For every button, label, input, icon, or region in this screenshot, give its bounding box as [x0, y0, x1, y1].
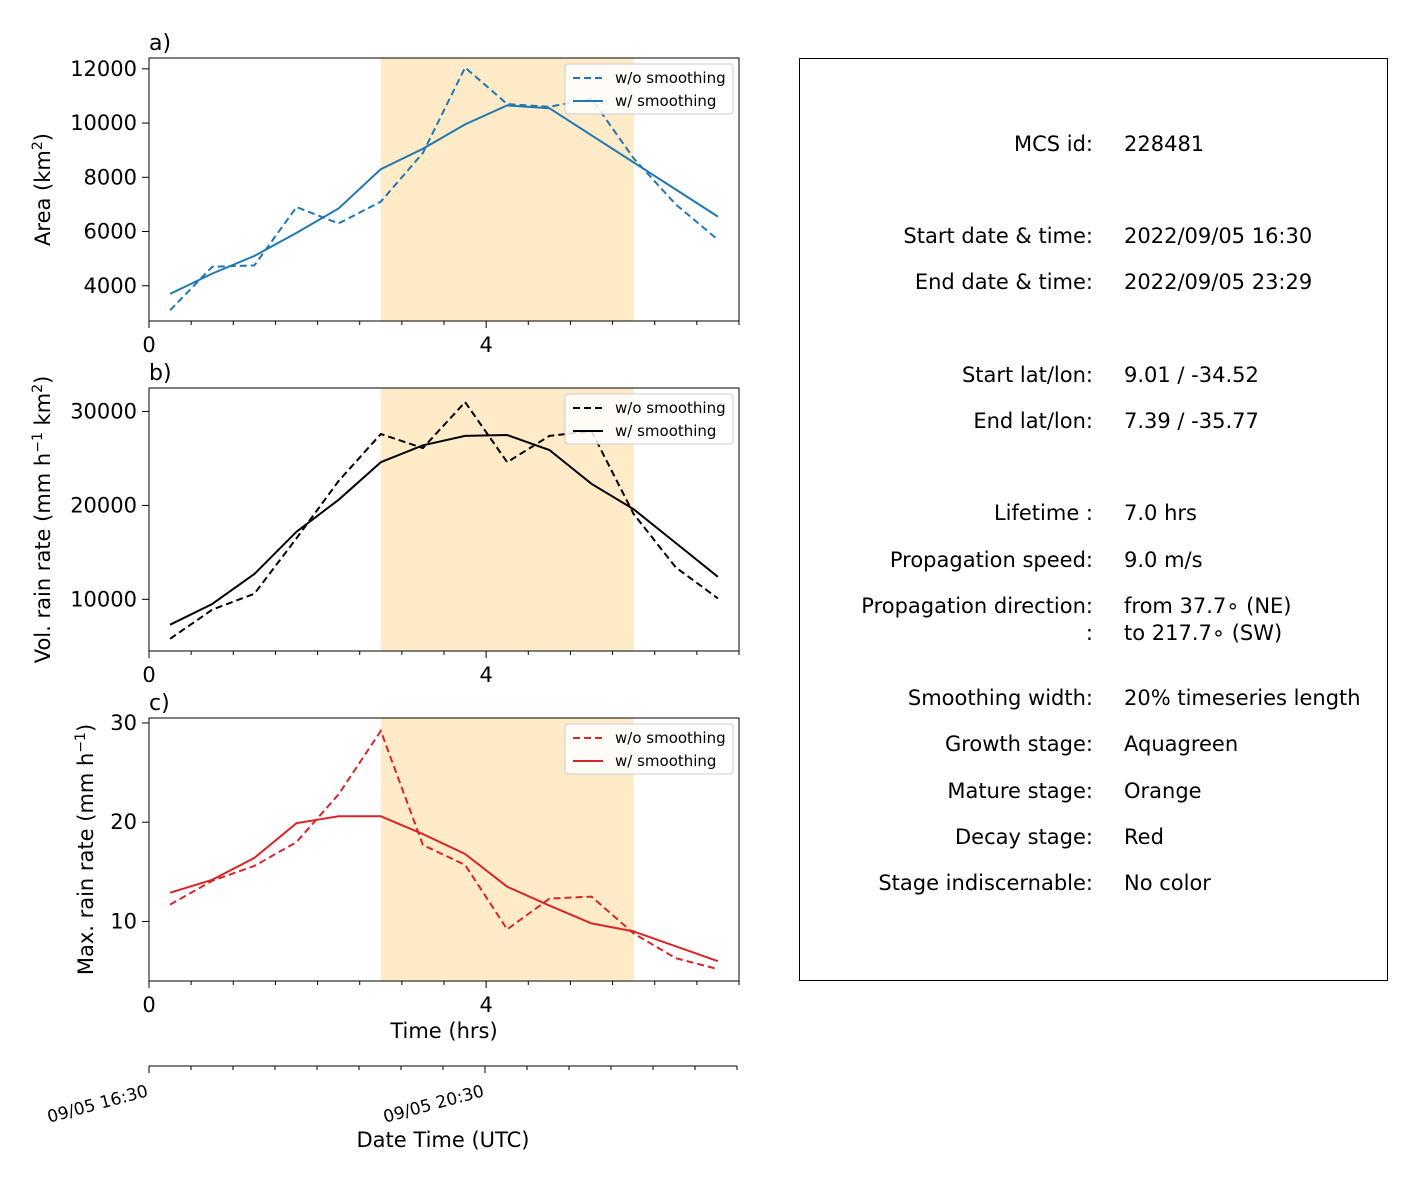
info-value: 9.01 / -34.52 [1124, 363, 1259, 387]
y-axis-label: Area (km2) [30, 133, 55, 246]
series-line-raw [169, 400, 719, 640]
info-value: Orange [1124, 779, 1202, 803]
info-value: 20% timeseries length [1124, 686, 1361, 710]
chart-panel-2: 10000 20000 30000 0 4 b) w/o smoothing w/ smoot… [30, 361, 740, 687]
series-line-raw [169, 65, 719, 311]
legend-box [564, 723, 734, 775]
info-label: Mature stage: [947, 779, 1093, 803]
info-value: to 217.7∘ (SW) [1124, 621, 1283, 645]
series-line-raw [169, 728, 719, 971]
info-value: 2022/09/05 16:30 [1124, 224, 1313, 248]
legend: w/o smoothing w/ smoothing [564, 63, 734, 115]
info-label: End date & time: [914, 270, 1093, 294]
info-label: Propagation speed: [889, 548, 1093, 572]
chart-panel-3: 10 20 30 0 4 c) w/o smoothing w/ smoothing Max. … [73, 691, 740, 1043]
series-line-smoothed [169, 433, 719, 626]
panel-label: c) [149, 691, 170, 716]
legend-box [564, 393, 734, 445]
x-tick-label: 4 [479, 993, 492, 1017]
x-axis-label: Time (hrs) [389, 1019, 497, 1043]
info-label: Decay stage: [955, 825, 1093, 849]
y-tick-label: 4000 [84, 274, 137, 298]
legend-entry: w/ smoothing [615, 92, 716, 110]
x-tick-label: 0 [142, 993, 155, 1017]
legend-entry: w/ smoothing [615, 422, 716, 440]
legend-box [564, 63, 734, 115]
legend: w/o smoothing w/ smoothing [564, 723, 734, 775]
info-value: 7.0 hrs [1124, 501, 1197, 525]
series-line-smoothed [169, 815, 719, 963]
series-line-smoothed [169, 104, 719, 295]
info-label: End lat/lon: [973, 409, 1093, 433]
x-tick-label: 4 [479, 663, 492, 687]
info-label: MCS id: [1013, 132, 1093, 156]
y-tick-label: 30 [110, 711, 137, 735]
date-tick-label: 09/05 16:30 [45, 1082, 150, 1128]
date-tick-label: 09/05 20:30 [381, 1082, 486, 1128]
y-tick-label: 10 [110, 909, 137, 933]
info-panel: MCS id: 228481 Start date & time: 2022/0… [799, 58, 1388, 981]
legend-entry: w/ smoothing [615, 752, 716, 770]
x-tick-label: 4 [479, 333, 492, 357]
y-tick-label: 10000 [70, 587, 137, 611]
x-tick-label: 0 [142, 333, 155, 357]
y-tick-label: 20 [110, 810, 137, 834]
legend: w/o smoothing w/ smoothing [564, 393, 734, 445]
y-tick-label: 8000 [84, 165, 137, 189]
info-value: 9.0 m/s [1124, 548, 1203, 572]
info-label: Start date & time: [903, 224, 1093, 248]
info-label: : [1085, 621, 1093, 645]
legend-entry: w/o smoothing [615, 729, 726, 747]
info-label: Start lat/lon: [961, 363, 1093, 387]
info-label: Stage indiscernable: [878, 871, 1093, 895]
panel-label: b) [149, 361, 172, 386]
y-tick-label: 6000 [84, 220, 137, 244]
legend-entry: w/o smoothing [615, 399, 726, 417]
info-value: Red [1124, 825, 1164, 849]
panel-label: a) [149, 31, 171, 56]
x-tick-label: 0 [142, 663, 155, 687]
legend-entry: w/o smoothing [615, 69, 726, 87]
y-axis-label: Max. rain rate (mm h−1) [73, 724, 98, 975]
info-value: 2022/09/05 23:29 [1124, 270, 1313, 294]
info-value: Aquagreen [1124, 732, 1239, 756]
info-label: Propagation direction: [861, 594, 1093, 618]
info-label: Lifetime : [993, 501, 1093, 525]
date-axis-label: Date Time (UTC) [357, 1128, 530, 1152]
info-label: Growth stage: [944, 732, 1093, 756]
info-value: 7.39 / -35.77 [1124, 409, 1259, 433]
y-axis-label: Vol. rain rate (mm h−1 km2) [30, 376, 55, 664]
info-value: No color [1124, 871, 1211, 895]
y-tick-label: 20000 [70, 493, 137, 517]
info-value: from 37.7∘ (NE) [1124, 594, 1292, 618]
y-tick-label: 10000 [70, 111, 137, 135]
info-label: Smoothing width: [907, 686, 1093, 710]
y-tick-label: 30000 [70, 399, 137, 423]
info-value: 228481 [1124, 132, 1205, 156]
y-tick-label: 12000 [70, 57, 137, 81]
